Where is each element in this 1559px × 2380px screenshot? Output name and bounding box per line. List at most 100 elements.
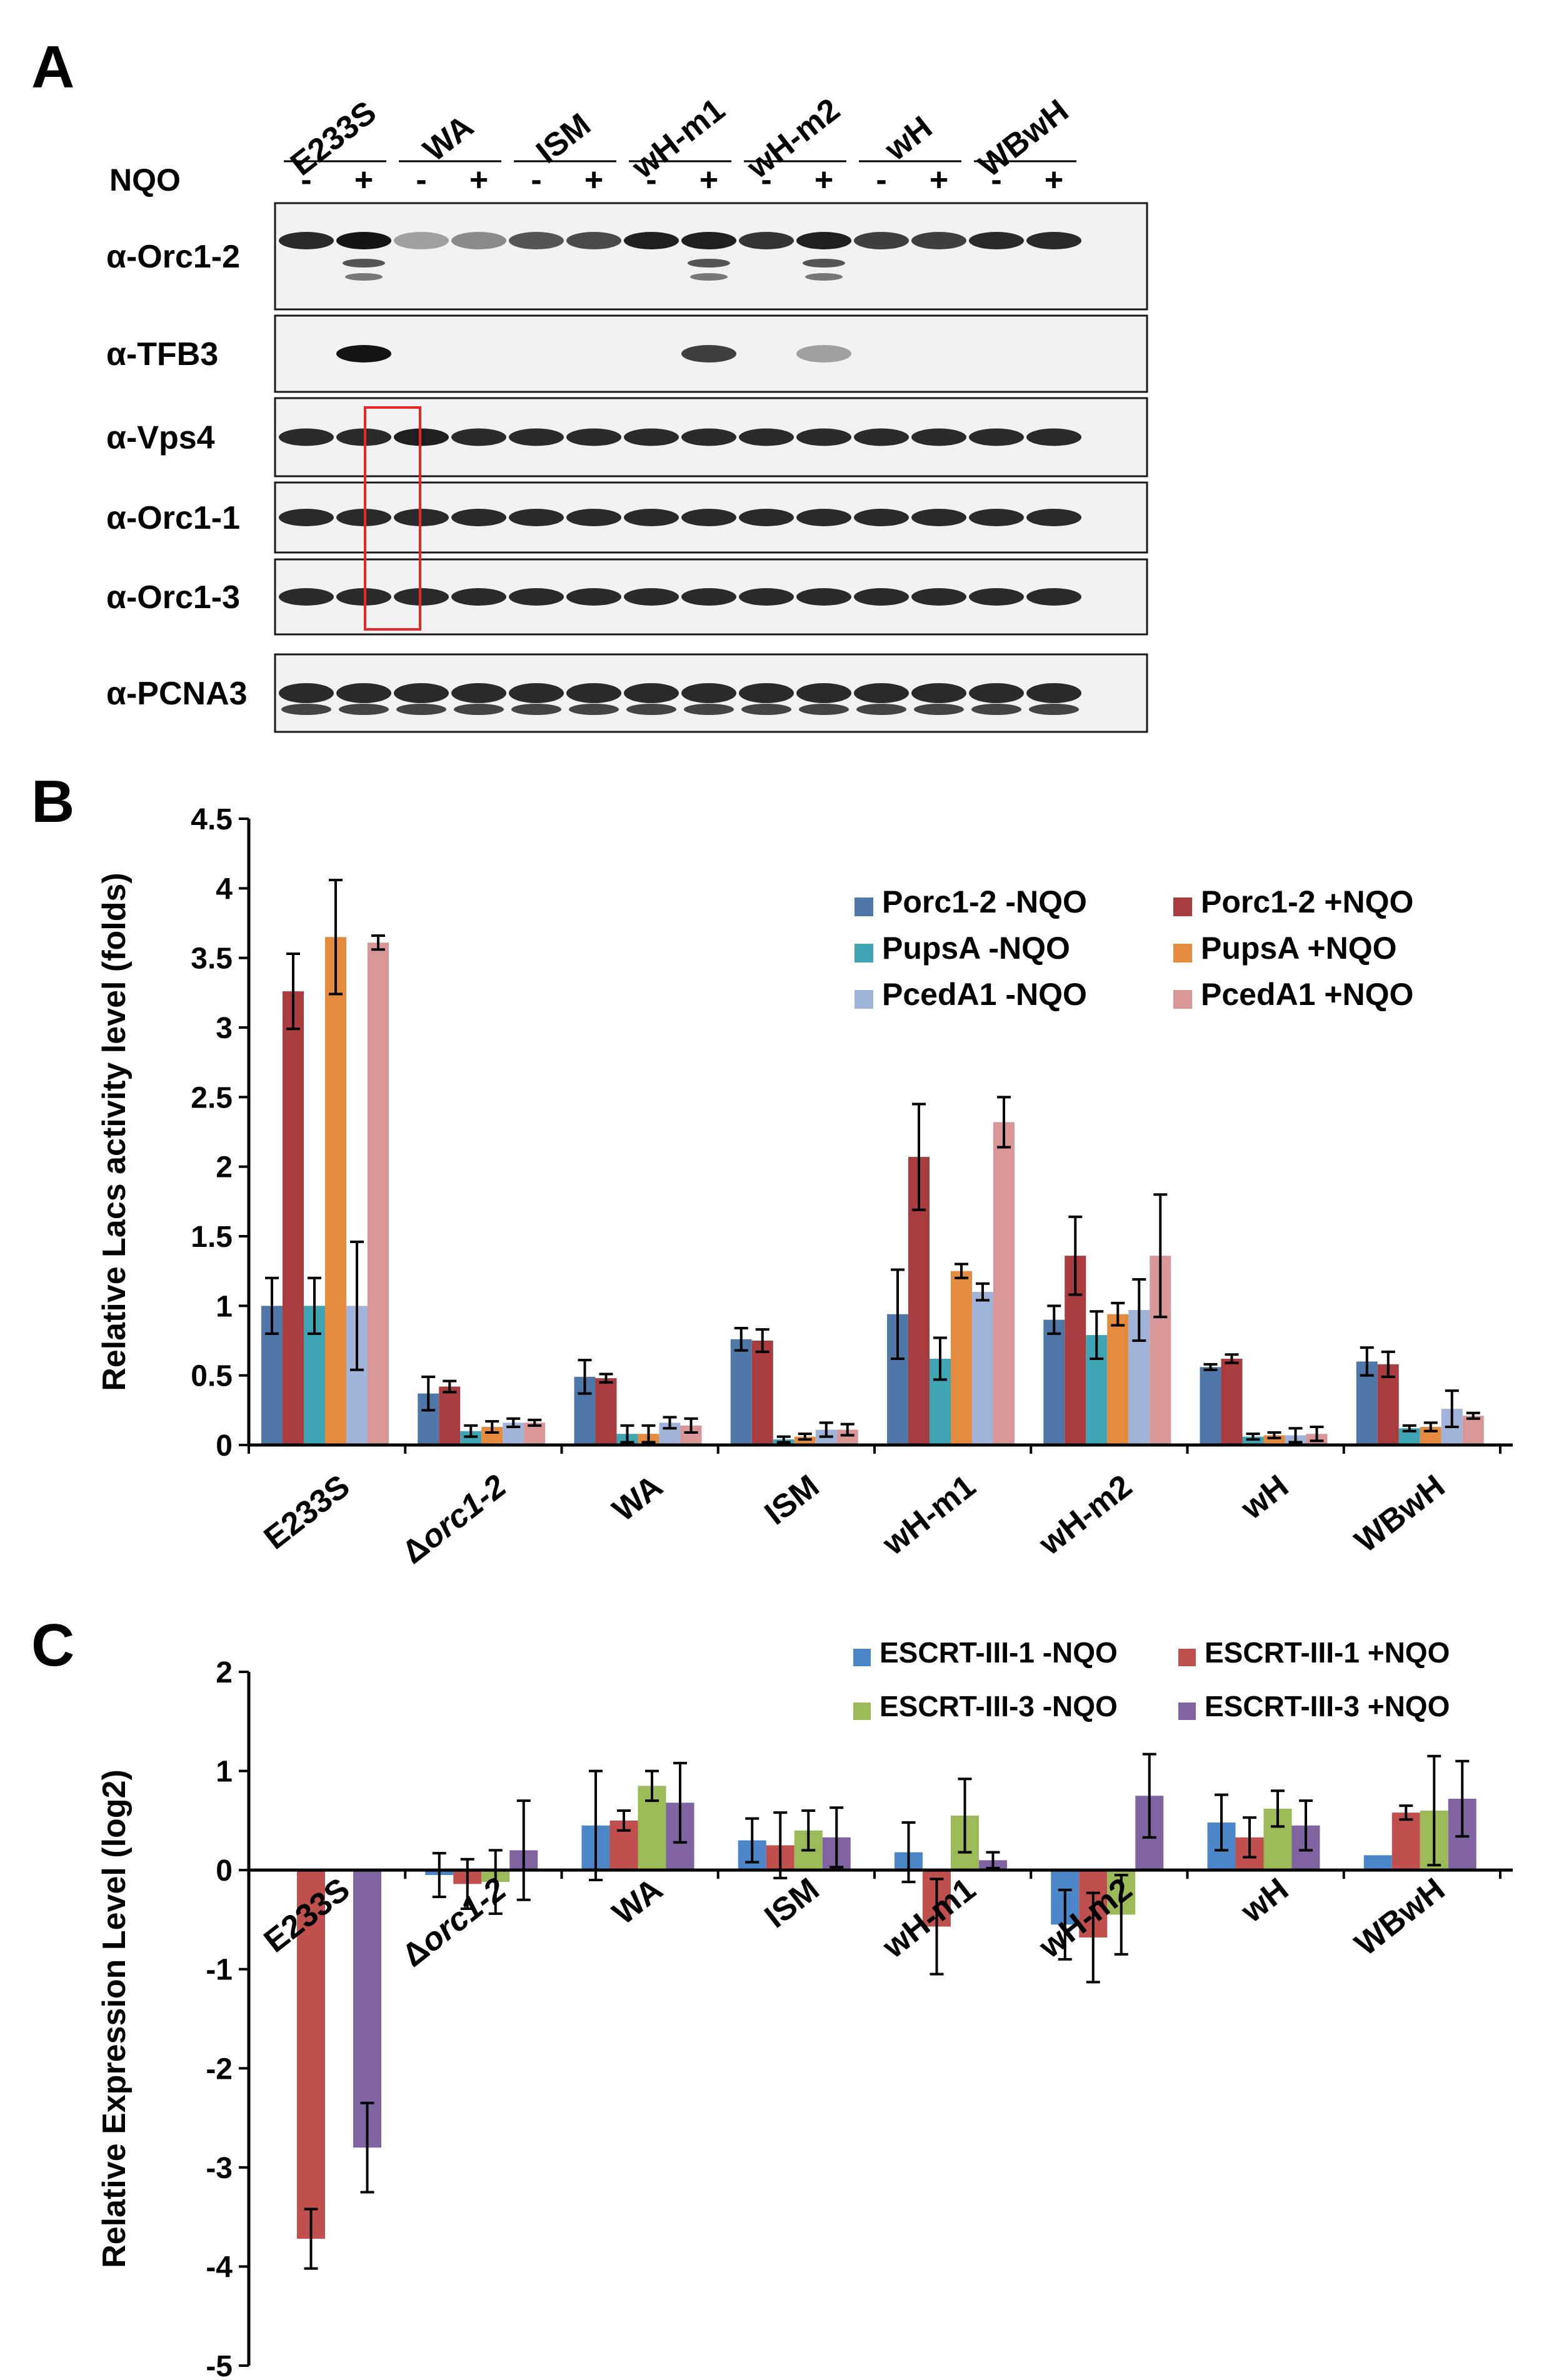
band <box>566 509 621 526</box>
band <box>566 683 621 703</box>
lane-sign: - <box>761 162 771 198</box>
band <box>739 683 794 703</box>
lane-sign: + <box>815 162 833 198</box>
bar <box>1462 1416 1484 1445</box>
band <box>911 428 966 446</box>
band-secondary <box>343 259 385 268</box>
band <box>624 232 679 249</box>
band <box>681 683 736 703</box>
chart-c-axes <box>247 1672 1513 2366</box>
band <box>739 588 794 606</box>
y-tick-label: 2 <box>216 1656 233 1689</box>
y-tick-label: 3.5 <box>191 942 233 976</box>
band <box>509 428 564 446</box>
band <box>681 428 736 446</box>
lane-sign: - <box>991 162 1001 198</box>
legend-swatch <box>1173 898 1192 916</box>
band-secondary <box>626 704 676 715</box>
panel-label-a: A <box>31 34 74 101</box>
band-secondary <box>684 704 734 715</box>
lane-sign: + <box>1045 162 1063 198</box>
chart-b-axes <box>247 819 1513 1454</box>
legend-label: PcedA1 -NQO <box>882 977 1087 1012</box>
legend-label: ESCRT-III-3 +NQO <box>1205 1690 1450 1722</box>
band <box>796 509 851 526</box>
lane-sign: + <box>584 162 603 198</box>
lane-sign: - <box>301 162 311 198</box>
band-secondary <box>345 273 383 281</box>
band-secondary <box>805 273 843 281</box>
legend-label: ESCRT-III-1 +NQO <box>1205 1636 1450 1669</box>
band <box>911 588 966 606</box>
legend-label: Porc1-2 +NQO <box>1201 884 1413 919</box>
antibody-label: α-Vps4 <box>106 420 215 456</box>
band-secondary <box>914 704 964 715</box>
blot-strip <box>274 202 1148 311</box>
band <box>796 345 851 362</box>
band <box>969 509 1024 526</box>
legend-label: Porc1-2 -NQO <box>882 884 1087 919</box>
band <box>509 509 564 526</box>
bar <box>951 1271 972 1445</box>
band-secondary <box>688 259 730 268</box>
bar <box>353 1870 381 2148</box>
y-tick-label: 0 <box>216 1429 233 1462</box>
legend-swatch <box>853 1649 871 1666</box>
bar <box>1107 1314 1129 1445</box>
band <box>911 509 966 526</box>
lane-sign: + <box>699 162 718 198</box>
y-tick-label: -2 <box>206 2052 233 2086</box>
legend-label: PcedA1 +NQO <box>1201 977 1413 1012</box>
antibody-label: α-Orc1-3 <box>106 579 240 616</box>
bar <box>1200 1367 1221 1445</box>
bar <box>1043 1319 1065 1445</box>
band <box>681 509 736 526</box>
band <box>451 428 506 446</box>
blot-lane-signs: - + - + - + - + - + - + - + <box>301 162 1063 198</box>
lane-sign: - <box>876 162 886 198</box>
y-tick-label: -3 <box>206 2152 233 2185</box>
band <box>624 509 679 526</box>
highlight-box <box>364 406 421 631</box>
band-secondary <box>396 704 446 715</box>
chart-b-y-axis-label: Relative Lacs activity level (folds) <box>96 872 133 1391</box>
y-tick-label: -1 <box>206 1954 233 1987</box>
chart-c-bars <box>297 1752 1476 2270</box>
y-tick-label: 2.5 <box>191 1081 233 1114</box>
band <box>969 232 1024 249</box>
band <box>681 588 736 606</box>
panel-label-c: C <box>31 1612 74 1679</box>
bar <box>972 1292 993 1445</box>
band-secondary <box>511 704 561 715</box>
band <box>279 588 334 606</box>
band <box>451 509 506 526</box>
bar <box>730 1339 752 1445</box>
band <box>279 683 334 703</box>
legend-label: PupsA -NQO <box>882 931 1070 966</box>
band <box>451 232 506 249</box>
bar <box>993 1122 1015 1445</box>
chart-b-y-ticks: 0 0.5 1 1.5 2 2.5 3 3.5 4 4.5 <box>191 803 249 1462</box>
y-tick-label: 1 <box>216 1290 233 1323</box>
antibody-label: α-TFB3 <box>106 336 218 372</box>
lane-sign: - <box>531 162 541 198</box>
legend-swatch <box>855 898 873 916</box>
band <box>854 509 909 526</box>
band <box>969 683 1024 703</box>
bar <box>283 991 304 1445</box>
chart-c-y-ticks: 2 1 0 -1 -2 -3 -4 -5 <box>206 1656 249 2380</box>
chart-c-legend: ESCRT-III-1 -NQO ESCRT-III-1 +NQO ESCRT-II… <box>853 1636 1450 1722</box>
chart-c-y-axis-label: Relative Expression Level (log2) <box>96 1769 133 2268</box>
legend-swatch <box>1178 1649 1196 1666</box>
band <box>509 683 564 703</box>
legend-swatch <box>855 990 873 1009</box>
y-tick-label: 2 <box>216 1151 233 1184</box>
y-tick-label: -4 <box>206 2251 233 2284</box>
legend-label: ESCRT-III-1 -NQO <box>880 1636 1118 1669</box>
band <box>969 588 1024 606</box>
chart-b-legend: Porc1-2 -NQO Porc1-2 +NQO PupsA -NQO PupsA … <box>855 884 1413 1012</box>
band <box>739 428 794 446</box>
antibody-label: α-PCNA3 <box>106 676 248 712</box>
y-tick-label: 3 <box>216 1012 233 1045</box>
band <box>394 683 449 703</box>
